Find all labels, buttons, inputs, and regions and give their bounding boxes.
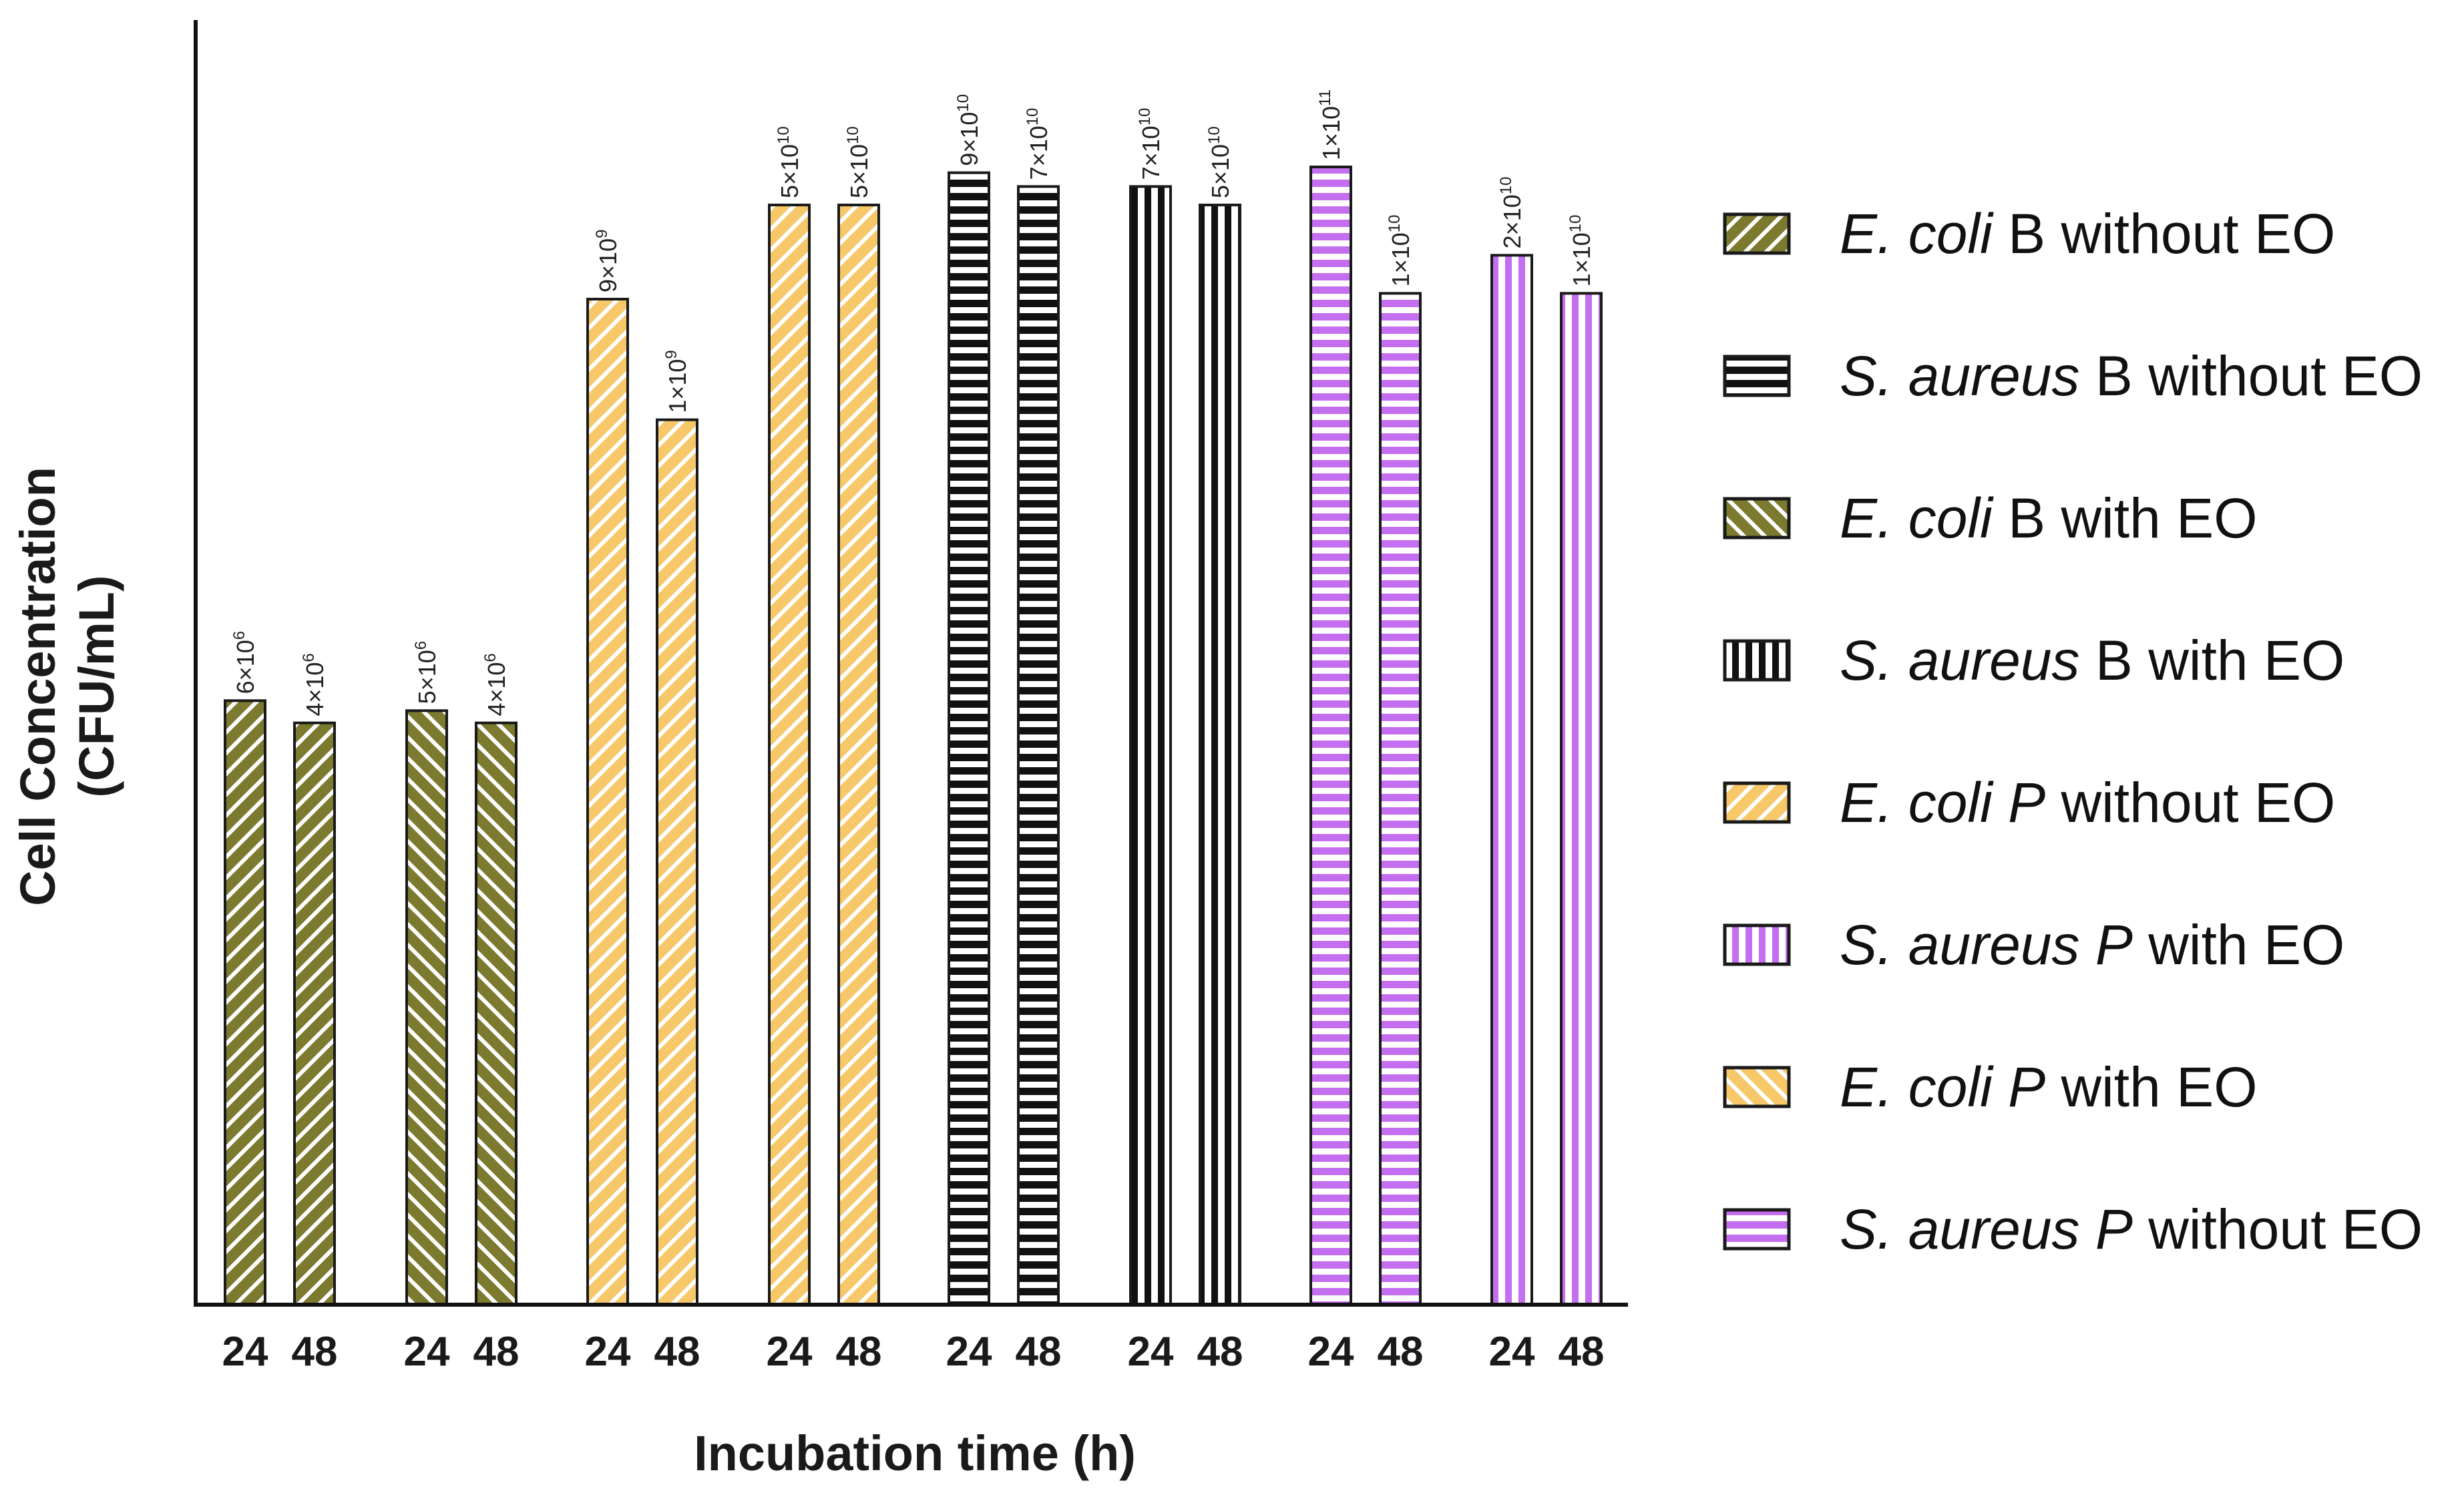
bar-value-label: 9×1010 bbox=[954, 94, 983, 166]
bar-saureusP_no-48h bbox=[1379, 292, 1422, 1306]
y-axis-title-line1: Cell Concentration bbox=[10, 467, 65, 906]
legend-label-ecoliP_eo: E. coli P with EO bbox=[1840, 1056, 2258, 1118]
value-labels-layer: 6×106 4×106 5×106 4×106 9×109 1×109 5×1010 5×10… bbox=[230, 89, 1595, 716]
x-tick-label: 24 bbox=[946, 1329, 992, 1375]
bar-value-label: 4×106 bbox=[481, 653, 510, 716]
legend-swatch-saureusP_no bbox=[1723, 1208, 1791, 1251]
x-tick-label: 48 bbox=[1559, 1329, 1605, 1375]
x-tick-label: 24 bbox=[404, 1329, 450, 1375]
bar-ecoliB_eo-24h bbox=[405, 709, 448, 1306]
bar-ecoliB_no-24h bbox=[224, 699, 266, 1306]
bar-value-label: 5×106 bbox=[412, 641, 441, 704]
legend-swatch-saureusB_eo bbox=[1723, 639, 1791, 682]
x-axis-title: Incubation time (h) bbox=[694, 1426, 1136, 1481]
x-tick-label: 24 bbox=[585, 1329, 631, 1375]
bar-value-label: 1×1011 bbox=[1316, 89, 1345, 160]
bar-value-label: 7×1010 bbox=[1024, 108, 1052, 180]
legend-label-ecoliB_eo: E. coli B with EO bbox=[1840, 487, 2258, 550]
bar-ecoliP_no-24h bbox=[768, 203, 811, 1307]
bar-value-label: 5×1010 bbox=[844, 126, 873, 198]
legend-label-saureusP_no: S. aureus P without EO bbox=[1840, 1198, 2423, 1261]
bar-value-label: 5×1010 bbox=[1205, 126, 1234, 198]
bar-saureusB_eo-48h bbox=[1199, 203, 1241, 1307]
x-tick-label: 24 bbox=[1308, 1329, 1354, 1375]
bar-ecoliP_no-24h bbox=[586, 297, 629, 1307]
bar-value-label: 1×1010 bbox=[1567, 215, 1595, 287]
bar-value-label: 1×109 bbox=[662, 350, 691, 413]
bar-value-label: 9×109 bbox=[593, 230, 622, 292]
bar-ecoliP_no-48h bbox=[837, 203, 880, 1307]
bar-ecoliB_no-48h bbox=[293, 721, 336, 1306]
legend-label-ecoliP_no: E. coli P without EO bbox=[1840, 771, 2335, 834]
legend: E. coli B without EO S. aureus B without … bbox=[1723, 202, 2423, 1261]
legend-label-saureusB_no: S. aureus B without EO bbox=[1840, 345, 2423, 407]
x-tick-label: 24 bbox=[222, 1329, 268, 1375]
bar-ecoliB_eo-48h bbox=[475, 721, 518, 1306]
x-tick-label: 48 bbox=[1016, 1329, 1062, 1375]
legend-swatch-ecoliP_no bbox=[1723, 781, 1791, 824]
bars-layer bbox=[224, 166, 1603, 1307]
bar-value-label: 7×1010 bbox=[1136, 108, 1165, 180]
bar-saureusB_no-24h bbox=[948, 171, 990, 1306]
bar-value-label: 2×1010 bbox=[1497, 177, 1526, 249]
bar-ecoliP_no-48h bbox=[656, 418, 698, 1307]
legend-label-saureusP_eo: S. aureus P with EO bbox=[1840, 913, 2344, 976]
bar-value-label: 6×106 bbox=[230, 631, 259, 694]
x-tick-label: 48 bbox=[292, 1329, 338, 1375]
legend-swatch-saureusB_no bbox=[1723, 355, 1791, 397]
x-tick-label: 48 bbox=[1197, 1329, 1243, 1375]
y-axis-title-line2: (CFU/mL) bbox=[69, 576, 124, 798]
legend-swatch-saureusP_eo bbox=[1723, 923, 1791, 966]
bar-saureusB_no-48h bbox=[1017, 185, 1060, 1306]
x-tick-label: 48 bbox=[1378, 1329, 1424, 1375]
bar-value-label: 5×1010 bbox=[775, 126, 803, 198]
x-tick-label: 48 bbox=[473, 1329, 520, 1375]
legend-swatch-ecoliP_eo bbox=[1723, 1066, 1791, 1108]
bar-saureusP_eo-24h bbox=[1490, 254, 1533, 1306]
x-tick-label: 24 bbox=[1128, 1329, 1174, 1375]
x-tick-label: 48 bbox=[654, 1329, 700, 1375]
x-tick-label: 24 bbox=[767, 1329, 813, 1375]
bar-saureusP_eo-48h bbox=[1560, 292, 1603, 1306]
legend-label-saureusB_eo: S. aureus B with EO bbox=[1840, 629, 2344, 692]
bar-value-label: 1×1010 bbox=[1386, 215, 1414, 287]
legend-swatch-ecoliB_no bbox=[1723, 212, 1791, 255]
x-tick-labels-layer: 24 48 24 48 24 48 24 48 24 48 24 48 24 48 24 48 bbox=[222, 1329, 1605, 1375]
bar-saureusB_eo-24h bbox=[1129, 185, 1172, 1306]
legend-swatch-ecoliB_eo bbox=[1723, 497, 1791, 540]
x-tick-label: 24 bbox=[1489, 1329, 1535, 1375]
bar-saureusP_no-24h bbox=[1309, 166, 1352, 1306]
x-tick-label: 48 bbox=[836, 1329, 882, 1375]
legend-label-ecoliB_no: E. coli B without EO bbox=[1840, 202, 2335, 265]
bar-value-label: 4×106 bbox=[300, 653, 329, 716]
